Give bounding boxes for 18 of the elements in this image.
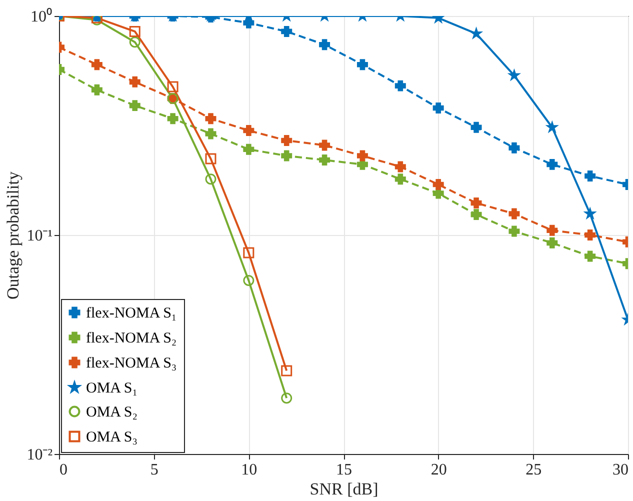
legend-label: flex-NOMA S₁ <box>86 306 177 322</box>
y-tick-label: 10⁻¹ <box>26 228 53 244</box>
x-tick-label: 30 <box>612 462 628 478</box>
x-tick-label: 5 <box>150 462 158 478</box>
x-tick-label: 15 <box>336 462 352 478</box>
x-tick-label: 25 <box>526 462 542 478</box>
x-axis-title: SNR [dB] <box>310 480 378 498</box>
legend-label: OMA S₃ <box>86 430 138 446</box>
legend-label: flex-NOMA S₂ <box>86 330 177 346</box>
legend-label: flex-NOMA S₃ <box>86 356 177 372</box>
legend-label: OMA S₁ <box>86 380 138 396</box>
x-tick-label: 10 <box>241 462 258 478</box>
y-tick-label: 10⁰ <box>30 8 52 26</box>
x-tick-label: 20 <box>430 462 447 478</box>
legend-label: OMA S₂ <box>86 404 138 420</box>
y-tick-label: 10⁻² <box>26 446 53 464</box>
y-axis-title: Outage probability <box>4 171 23 300</box>
x-tick-label: 0 <box>60 462 68 478</box>
